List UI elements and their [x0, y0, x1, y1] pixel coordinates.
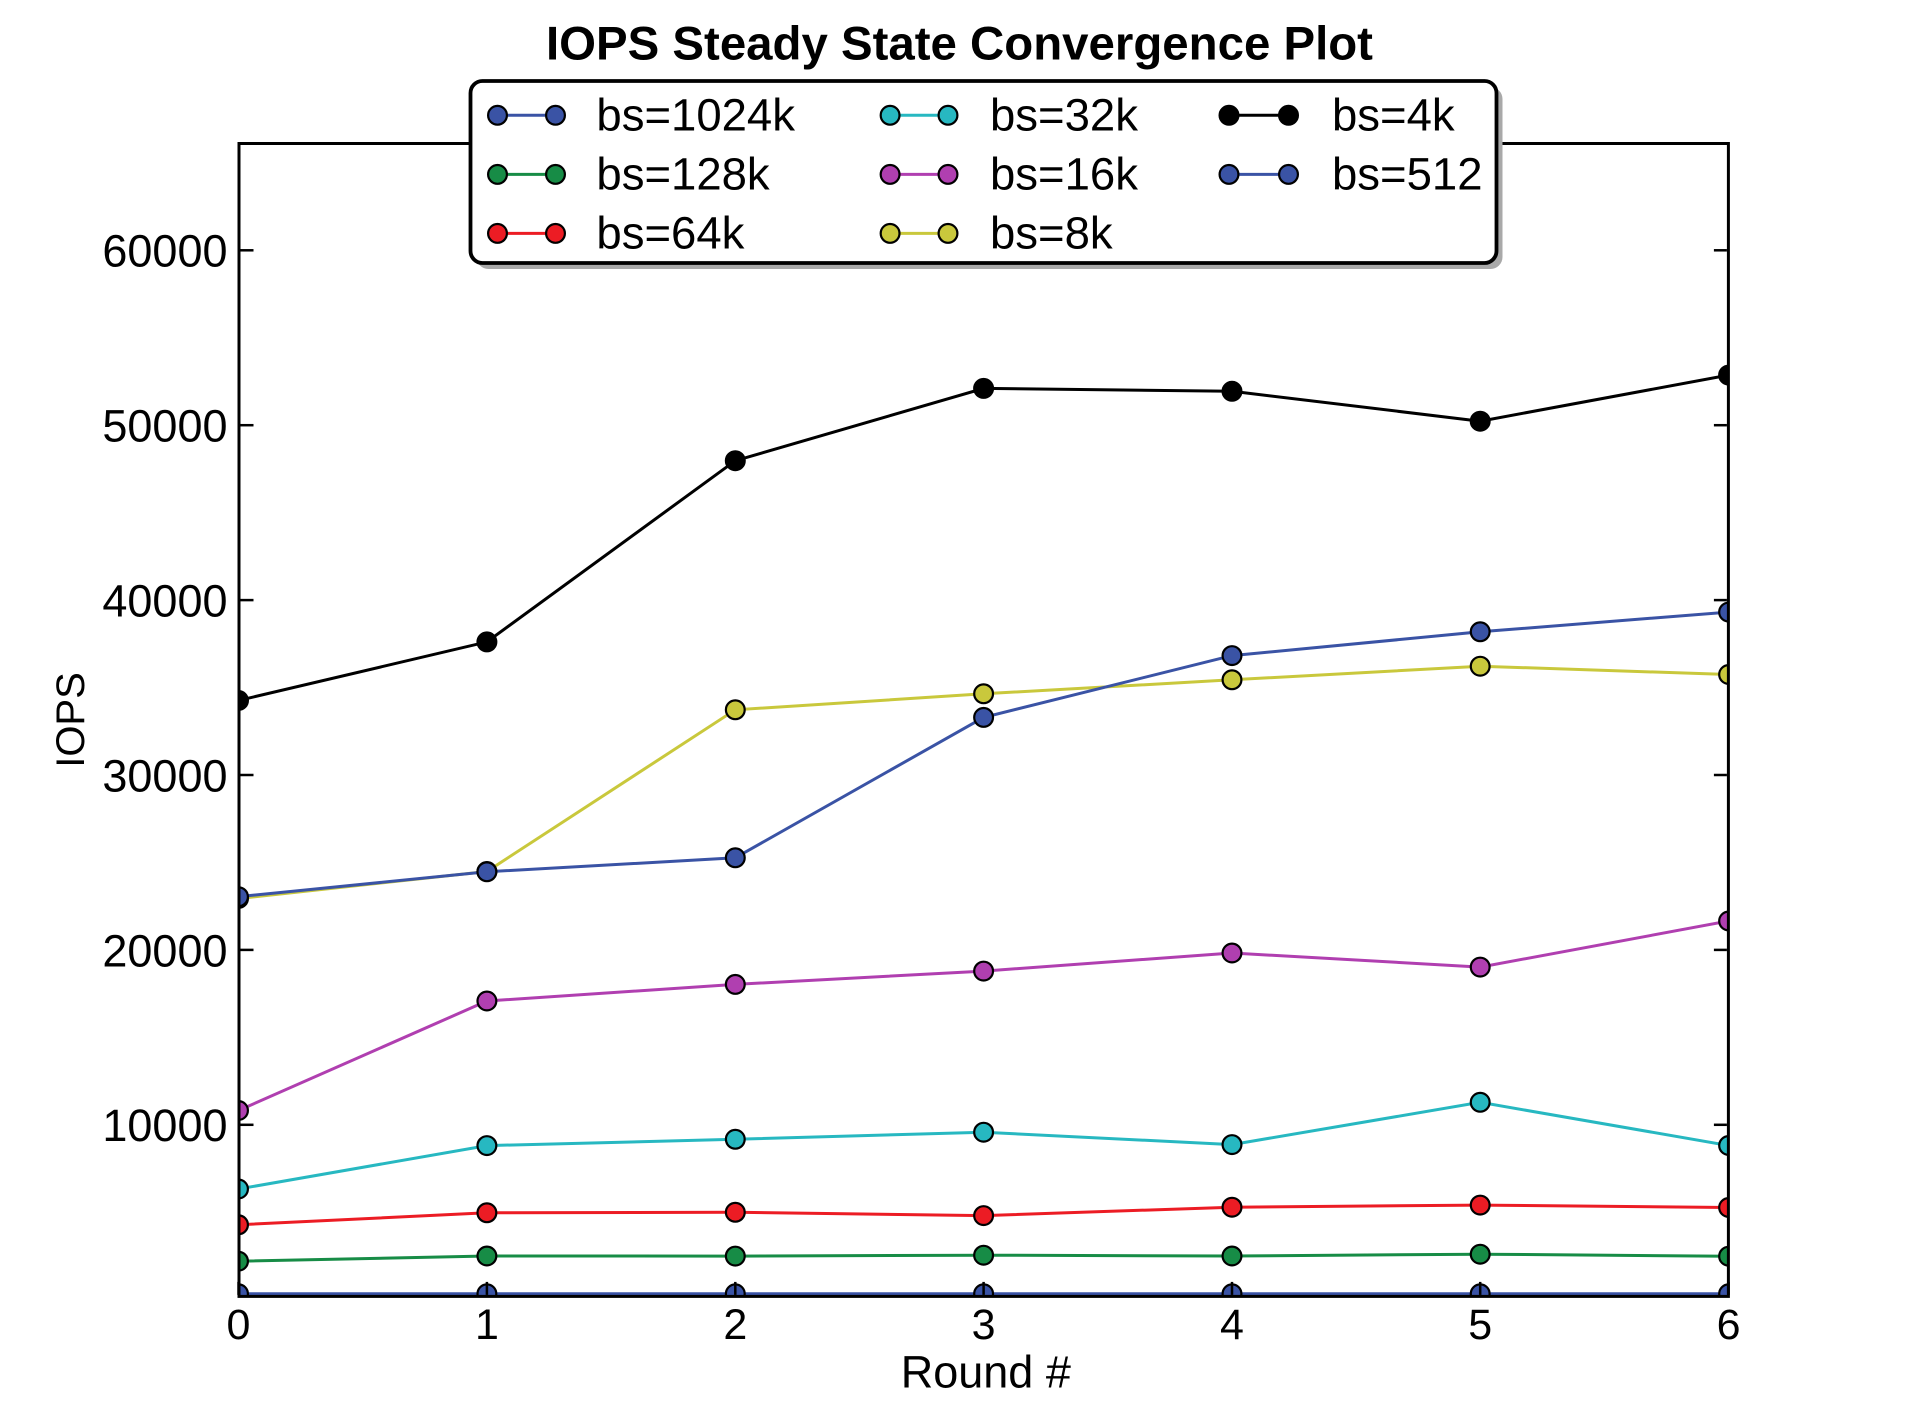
svg-text:1: 1 — [475, 1301, 499, 1349]
svg-text:bs=4k: bs=4k — [1332, 89, 1455, 140]
svg-text:30000: 30000 — [102, 750, 227, 801]
svg-text:bs=32k: bs=32k — [990, 89, 1138, 140]
svg-text:IOPS: IOPS — [49, 672, 93, 768]
svg-text:IOPS Steady State Convergence: IOPS Steady State Convergence Plot — [546, 18, 1373, 71]
svg-text:3: 3 — [972, 1301, 996, 1349]
svg-text:6: 6 — [1717, 1301, 1741, 1349]
svg-text:10000: 10000 — [102, 1100, 227, 1151]
svg-text:0: 0 — [227, 1301, 251, 1349]
svg-text:60000: 60000 — [102, 226, 227, 277]
svg-text:40000: 40000 — [102, 576, 227, 627]
svg-text:bs=1024k: bs=1024k — [596, 89, 795, 140]
svg-text:2: 2 — [723, 1301, 747, 1349]
svg-text:bs=8k: bs=8k — [990, 207, 1113, 258]
svg-text:bs=16k: bs=16k — [990, 148, 1138, 199]
svg-text:5: 5 — [1468, 1301, 1492, 1349]
svg-text:4: 4 — [1220, 1301, 1244, 1349]
svg-text:20000: 20000 — [102, 925, 227, 976]
svg-text:bs=128k: bs=128k — [596, 148, 770, 199]
svg-text:Round #: Round # — [901, 1347, 1071, 1398]
svg-text:bs=64k: bs=64k — [596, 207, 744, 258]
svg-text:50000: 50000 — [102, 401, 227, 452]
svg-text:bs=512: bs=512 — [1332, 148, 1483, 199]
